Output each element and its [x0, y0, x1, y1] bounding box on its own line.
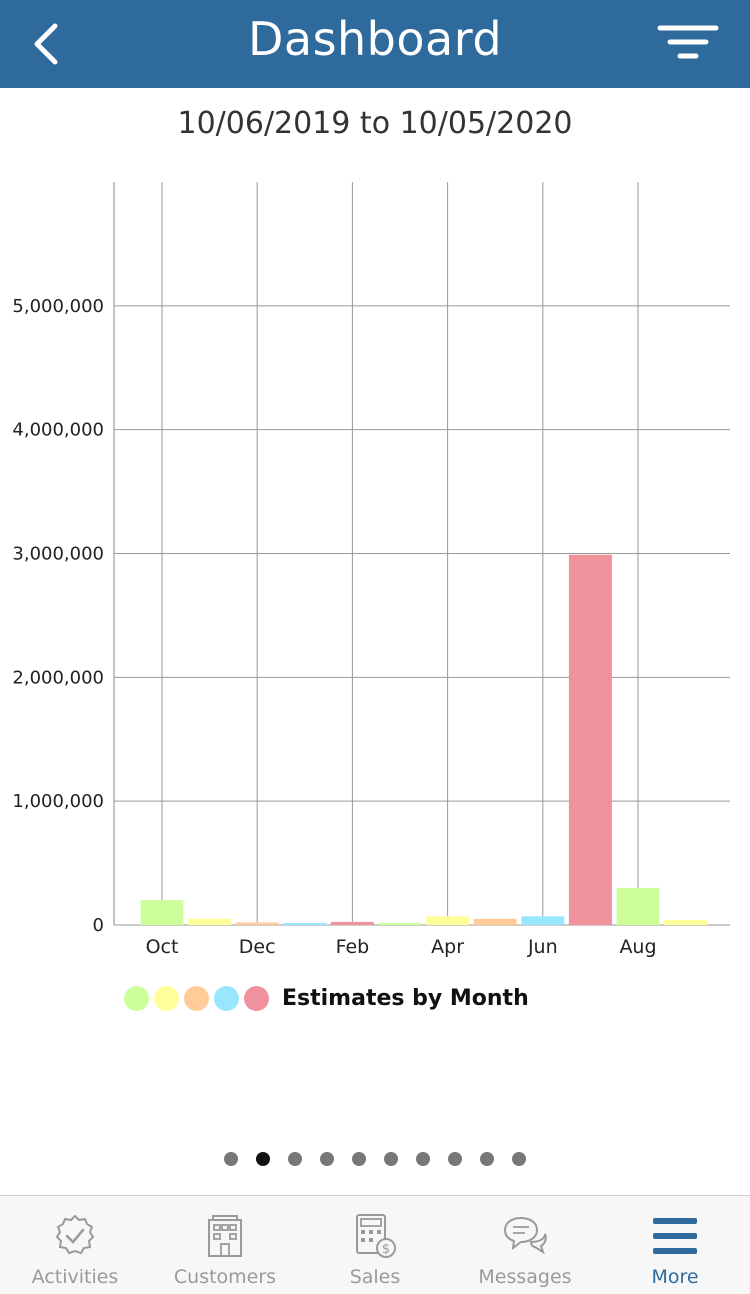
filter-button[interactable] — [656, 22, 720, 66]
bar-mar — [378, 923, 422, 925]
bar-feb — [330, 921, 374, 925]
y-tick-label: 3,000,000 — [12, 544, 104, 565]
y-tick-label: 2,000,000 — [12, 667, 104, 688]
app-header: Dashboard — [0, 0, 750, 88]
page-dot[interactable] — [288, 1152, 302, 1166]
x-tick-label: Jun — [527, 936, 558, 958]
page-dot[interactable] — [256, 1152, 270, 1166]
tab-label: Messages — [478, 1266, 572, 1288]
menu-icon — [651, 1212, 699, 1260]
bar-jul — [568, 554, 612, 925]
bottom-tab-bar: Activities Customers — [0, 1195, 750, 1294]
estimates-bar-chart: 0 1,000,000 2,000,000 3,000,000 4,000,000 5,0… — [0, 170, 750, 970]
tab-activities[interactable]: Activities — [0, 1196, 150, 1294]
x-tick-label: Feb — [336, 936, 370, 958]
tab-more[interactable]: More — [600, 1196, 750, 1294]
page-dot[interactable] — [384, 1152, 398, 1166]
y-tick-label: 4,000,000 — [12, 420, 104, 441]
back-button[interactable] — [26, 20, 66, 68]
legend-swatch — [214, 985, 239, 1011]
bar-apr — [426, 916, 470, 925]
page-title: Dashboard — [247, 12, 503, 66]
bar-jun — [521, 916, 565, 925]
page-dot[interactable] — [512, 1152, 526, 1166]
legend-swatch — [184, 985, 209, 1011]
tab-customers[interactable]: Customers — [150, 1196, 300, 1294]
legend-label: Estimates by Month — [282, 985, 529, 1011]
svg-text:$: $ — [382, 1242, 390, 1257]
bar-oct — [140, 900, 184, 925]
chart-svg: 0 1,000,000 2,000,000 3,000,000 4,000,000 5,0… — [12, 182, 730, 958]
legend-swatch — [154, 985, 179, 1011]
page-dot[interactable] — [352, 1152, 366, 1166]
tab-sales[interactable]: $ Sales — [300, 1196, 450, 1294]
page-dot[interactable] — [448, 1152, 462, 1166]
bar-sep — [664, 920, 708, 925]
y-tick-label: 5,000,000 — [12, 296, 104, 317]
x-tick-label: Dec — [239, 936, 276, 958]
legend-swatch — [124, 985, 149, 1011]
tab-label: More — [651, 1266, 699, 1288]
page-indicator — [0, 1152, 750, 1166]
bar-aug — [616, 887, 660, 925]
chevron-left-icon — [34, 23, 58, 65]
page-dot[interactable] — [320, 1152, 334, 1166]
building-icon — [201, 1212, 249, 1260]
y-tick-label: 0 — [93, 915, 104, 936]
filter-icon — [657, 25, 719, 59]
legend-swatches — [124, 985, 274, 1011]
x-tick-label: Aug — [619, 936, 656, 958]
y-tick-label: 1,000,000 — [12, 791, 104, 812]
chart-legend: Estimates by Month — [124, 984, 529, 1012]
page-dot[interactable] — [224, 1152, 238, 1166]
x-tick-label: Apr — [431, 936, 464, 958]
legend-swatch — [244, 985, 269, 1011]
tab-messages[interactable]: Messages — [450, 1196, 600, 1294]
tab-label: Sales — [349, 1266, 401, 1288]
page-dot[interactable] — [416, 1152, 430, 1166]
page-dot[interactable] — [480, 1152, 494, 1166]
bar-dec — [235, 922, 279, 925]
chat-bubbles-icon — [501, 1212, 549, 1260]
checkmark-badge-icon — [51, 1212, 99, 1260]
calculator-dollar-icon: $ — [351, 1212, 399, 1260]
tab-label: Activities — [31, 1266, 119, 1288]
tab-label: Customers — [173, 1266, 277, 1288]
bar-nov — [188, 918, 232, 925]
date-range-label: 10/06/2019 to 10/05/2020 — [177, 106, 573, 141]
bar-jan — [283, 923, 327, 925]
bar-may — [473, 918, 517, 925]
x-tick-label: Oct — [146, 936, 179, 958]
